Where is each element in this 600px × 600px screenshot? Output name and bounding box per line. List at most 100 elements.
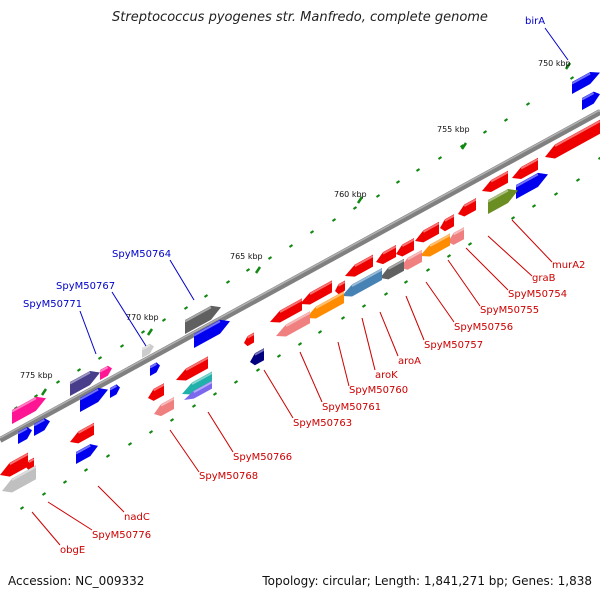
gene-SpyM50757-shine bbox=[382, 245, 397, 255]
gene-SpyM50764-shine bbox=[193, 320, 221, 337]
scale-tick-52 bbox=[19, 506, 25, 510]
gene-feature-navy-shine bbox=[254, 348, 265, 356]
scale-tick-22 bbox=[76, 368, 82, 372]
gene-feature-orange-2-body bbox=[306, 291, 344, 319]
gene-feature-blue-5-body bbox=[18, 426, 32, 444]
gene-SpyM50756 bbox=[396, 238, 415, 257]
gene-feature bbox=[515, 172, 548, 199]
gene-murA2-body bbox=[482, 170, 508, 192]
scale-tick-2 bbox=[503, 118, 509, 122]
label-leader-line-14 bbox=[263, 369, 294, 419]
gene-label-grab: graB bbox=[532, 273, 556, 284]
scale-tick-16 bbox=[203, 294, 209, 298]
scale-tick-6 bbox=[415, 168, 421, 172]
gene-aroA-body bbox=[345, 254, 373, 277]
scale-tick-20 bbox=[119, 344, 125, 348]
scale-tick-7 bbox=[395, 180, 401, 184]
scale-label: 750 kbp bbox=[538, 59, 571, 68]
gene-SpyM50771-shine bbox=[69, 371, 91, 385]
gene-feature-olive-shine bbox=[487, 189, 509, 203]
gene-feature-red-2 bbox=[512, 157, 539, 179]
gene-SpyM50757 bbox=[376, 245, 397, 265]
gene-label-spym50761: SpyM50761 bbox=[322, 402, 381, 413]
gene-SpyM50761-shine bbox=[279, 299, 303, 313]
gene-label-bira: birA bbox=[525, 16, 545, 27]
gene-graB-body bbox=[458, 198, 476, 217]
gene-birA-lower-shine bbox=[581, 92, 595, 101]
scale-tick-38 bbox=[317, 330, 323, 334]
label-leader-line-1 bbox=[169, 259, 195, 301]
gene-feature-gray bbox=[184, 305, 221, 334]
scale-tick-29 bbox=[531, 204, 537, 208]
gene-feature-blue-4 bbox=[33, 418, 50, 436]
gene-feature-small-blue-body bbox=[150, 362, 160, 376]
scale-tick-23 bbox=[55, 380, 61, 384]
scale-tick-21 bbox=[97, 356, 103, 360]
gene-feature-red-1-shine bbox=[554, 120, 600, 147]
scale-tick-1 bbox=[525, 102, 531, 106]
gene-feature-steel-body bbox=[342, 268, 382, 297]
gene-feature-shine bbox=[515, 173, 539, 188]
scale-tick-28 bbox=[553, 192, 559, 196]
label-leader-line-9 bbox=[405, 295, 425, 341]
scale-tick-13 bbox=[267, 256, 273, 260]
gene-SpyM50754-body bbox=[440, 214, 454, 232]
gene-SpyM50761 bbox=[270, 298, 303, 323]
gene-label-spym50764: SpyM50764 bbox=[112, 249, 171, 260]
scale-labels: 750 kbp 755 kbp 760 kbp 765 kbp 770 kbp 775 k… bbox=[20, 59, 571, 380]
gene-feature-red-small-body bbox=[26, 457, 34, 471]
scale-major-tick-3 bbox=[254, 266, 262, 274]
gene-feature-blue-4-body bbox=[34, 418, 50, 436]
scale-major-tick-0 bbox=[564, 62, 572, 70]
gene-SpyM50766-body bbox=[176, 356, 208, 381]
gene-SpyM50760-body bbox=[300, 280, 332, 305]
gene-feature-pink-3-body bbox=[400, 249, 422, 270]
gene-SpyM50766-shine bbox=[185, 357, 209, 371]
gene-aroK-shine bbox=[338, 281, 346, 287]
scale-major-tick-2 bbox=[356, 196, 364, 204]
scale-label: 765 kbp bbox=[230, 252, 263, 261]
gene-feature-pink-4 bbox=[276, 311, 311, 337]
gene-feature-orange-1 bbox=[420, 233, 451, 257]
scale-major-tick-5 bbox=[40, 388, 48, 396]
scale-label: 770 kbp bbox=[126, 313, 159, 322]
scale-tick-44 bbox=[191, 404, 197, 408]
gene-feature-pink-4-body bbox=[276, 311, 310, 337]
gene-label-spym50756: SpyM50756 bbox=[454, 322, 513, 333]
gene-feature-blue-2-shine bbox=[79, 388, 99, 401]
scale-tick-12 bbox=[288, 244, 294, 248]
gene-feature-red-2-shine bbox=[520, 158, 539, 170]
genome-backbone-highlight bbox=[0, 109, 600, 439]
gene-aroA bbox=[345, 254, 374, 277]
label-leader-line-18 bbox=[47, 501, 93, 531]
label-leader-line-4 bbox=[511, 219, 553, 263]
scale-tick-11 bbox=[309, 230, 315, 234]
gene-label-spym50754: SpyM50754 bbox=[508, 289, 567, 300]
gene-birA-lower bbox=[581, 91, 600, 110]
gene-feature-violet-shine bbox=[193, 381, 213, 393]
gene-feature-gray-2-body bbox=[380, 258, 404, 280]
gene-feature-violet-body bbox=[184, 380, 212, 400]
scale-tick-8 bbox=[375, 194, 381, 198]
gene-feature-magenta-shine bbox=[11, 397, 37, 413]
gene-aroK bbox=[335, 280, 346, 295]
label-leader-line-7 bbox=[447, 259, 481, 307]
gene-feature-gray-2 bbox=[380, 258, 405, 280]
scale-tick-14 bbox=[245, 268, 251, 272]
gene-feature-pink-3 bbox=[400, 249, 423, 270]
scale-tick-19 bbox=[140, 330, 146, 334]
gene-feature-red-1-body bbox=[545, 119, 600, 159]
gene-SpyM50766 bbox=[176, 356, 209, 381]
gene-feature-blue-5-shine bbox=[17, 427, 28, 435]
scale-tick-31 bbox=[467, 242, 473, 246]
gene-feature-navy bbox=[250, 348, 265, 366]
gene-feature-pink-4-shine bbox=[285, 311, 311, 327]
gene-feature-magenta bbox=[11, 396, 46, 424]
gene-feature-pink-2 bbox=[448, 227, 465, 245]
gene-obgE-shine bbox=[11, 465, 37, 481]
label-leader-line-8 bbox=[425, 281, 455, 323]
scale-tick-34 bbox=[403, 280, 409, 284]
label-leader-line-15 bbox=[207, 411, 234, 453]
gene-label-spym50760: SpyM50760 bbox=[349, 385, 408, 396]
gene-SpyM50763-body bbox=[244, 332, 254, 347]
